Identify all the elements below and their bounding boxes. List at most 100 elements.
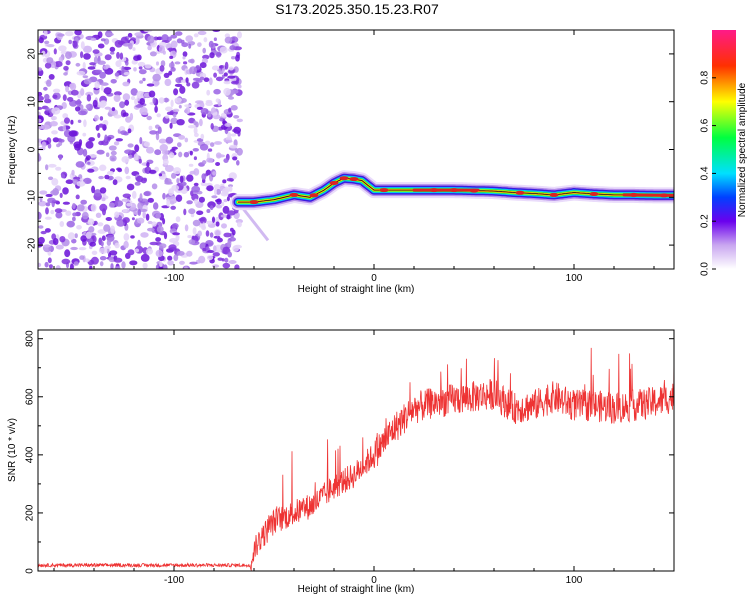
noise-blob [230,227,234,232]
spectrogram-x-label: Height of straight line (km) [298,284,415,295]
noise-blob [187,235,192,239]
noise-blob [216,237,223,243]
noise-blob [216,154,226,158]
noise-blob [149,51,157,57]
noise-blob [142,77,146,82]
noise-blob [122,93,131,101]
noise-blob [211,65,220,71]
noise-blob [183,208,187,216]
noise-blob [170,34,178,39]
noise-blob [212,252,220,257]
noise-blob [232,156,238,161]
noise-blob [229,45,236,51]
noise-blob [143,92,151,98]
noise-blob [223,232,232,238]
noise-blob [77,110,87,116]
noise-blob [196,106,203,110]
noise-blob [188,208,196,215]
noise-blob [100,82,109,86]
ridge-peak [349,177,359,182]
noise-blob [220,214,229,218]
noise-blob [147,197,154,203]
ridge-peak [329,181,339,185]
noise-blob [189,67,193,75]
noise-blob [100,38,106,42]
noise-blob [213,72,218,78]
noise-blob [182,51,188,57]
noise-blob [117,168,123,173]
noise-blob [209,205,214,211]
noise-blob [121,198,130,202]
noise-blob [90,203,97,212]
noise-blob [104,106,112,110]
noise-blob [52,238,59,246]
noise-blob [77,119,82,124]
noise-blob [224,36,233,44]
noise-blob [233,66,239,73]
noise-blob [223,72,228,77]
noise-blob [91,185,96,194]
noise-blob [199,76,205,81]
noise-blob [195,79,203,83]
noise-blob [114,72,120,77]
spectrogram-marks [38,30,674,269]
noise-blob [152,97,156,104]
noise-blob [221,201,225,207]
snr-y-tick-label: 0 [25,568,36,574]
noise-blob [123,72,130,76]
noise-blob [50,209,55,215]
noise-blob [215,188,221,195]
noise-blob [158,173,163,177]
noise-blob [134,144,140,153]
noise-blob [83,78,92,85]
noise-blob [88,137,95,142]
noise-blob [80,41,85,50]
noise-blob [89,265,93,269]
noise-blob [222,179,227,184]
snr-y-tick-label: 200 [25,504,36,521]
noise-blob [162,149,169,155]
noise-blob [62,113,69,119]
noise-blob [53,48,57,55]
noise-blob [97,60,106,65]
noise-blob [81,211,89,220]
noise-blob [142,262,148,269]
noise-blob [206,255,214,261]
noise-blob [47,197,56,204]
noise-blob [158,243,167,249]
noise-blob [45,202,51,207]
noise-blob [44,93,50,101]
noise-blob [189,58,195,64]
noise-blob [138,69,147,75]
noise-blob [116,51,120,59]
noise-blob [125,175,131,180]
noise-blob [82,75,89,79]
noise-blob [103,224,111,232]
noise-blob [72,216,76,222]
noise-blob [38,142,42,147]
noise-blob [113,91,122,96]
noise-blob [156,61,159,66]
noise-blob [46,57,54,64]
noise-blob [200,133,205,140]
noise-blob [222,262,231,269]
noise-blob [128,154,133,159]
noise-blob [137,217,145,224]
noise-blob [200,181,207,187]
noise-blob [38,153,41,162]
noise-blob [48,176,54,181]
noise-blob [159,261,163,268]
noise-blob [113,141,120,146]
noise-blob [85,231,92,239]
noise-blob [45,207,49,215]
noise-blob [38,200,47,207]
noise-blob [139,137,143,145]
noise-blob [170,40,178,49]
noise-blob [65,210,72,216]
noise-blob [104,54,112,61]
noise-blob [158,45,165,54]
noise-blob [97,31,103,39]
noise-blob [93,189,102,197]
noise-blob [158,138,167,144]
